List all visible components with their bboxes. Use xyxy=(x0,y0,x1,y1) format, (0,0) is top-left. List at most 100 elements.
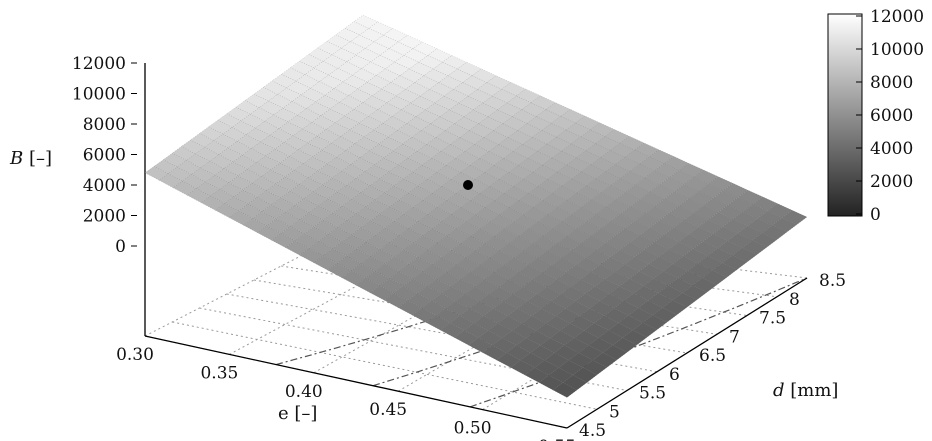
surface-facet xyxy=(256,155,281,171)
surface-facet xyxy=(702,269,728,285)
surface-facet xyxy=(673,255,699,271)
surface-facet xyxy=(653,270,679,286)
base-grid-line-e xyxy=(144,223,364,337)
surface-facet xyxy=(243,218,268,233)
surface-facet xyxy=(262,80,288,95)
surface-facet xyxy=(213,133,238,149)
surface-facet xyxy=(678,198,704,214)
surface-facet xyxy=(692,277,718,293)
surface-facet xyxy=(144,166,169,181)
z-tick-label: 6000 xyxy=(83,146,126,166)
surface-facet xyxy=(219,182,244,198)
colorbar-tick-label: 0 xyxy=(870,205,881,225)
x-axis-line xyxy=(144,335,568,429)
y-axis-line xyxy=(566,277,808,429)
y-tick-label: 4.5 xyxy=(579,421,606,441)
surface-facet xyxy=(652,307,678,323)
surface-facet xyxy=(273,107,298,123)
x-tick-label: 0.35 xyxy=(200,363,238,383)
y-axis-label: d [mm] xyxy=(773,380,838,401)
surface-facet xyxy=(287,115,313,130)
surface-facet xyxy=(227,141,252,156)
z-tick-label: 10000 xyxy=(72,85,126,105)
surface-facet xyxy=(682,284,708,300)
contour-line-4000 xyxy=(469,277,808,408)
surface-facet xyxy=(609,285,635,302)
surface-facet xyxy=(732,247,758,263)
surface-facet xyxy=(236,134,261,149)
y-tick-label: 6.5 xyxy=(699,346,726,366)
surface-facet xyxy=(682,248,709,264)
surface-facet xyxy=(289,60,315,75)
axes xyxy=(144,63,808,429)
y-tick-label: 6 xyxy=(669,365,680,385)
colorbar-tick-label: 2000 xyxy=(870,172,913,192)
colorbar-tick-label: 4000 xyxy=(870,139,913,159)
surface-facet xyxy=(672,292,698,308)
surface-facet xyxy=(663,263,689,279)
tick-labels: 0 2000 4000 6000 8000 10000 12000 0.30 0.35 0.40 0… xyxy=(72,54,846,441)
z-tick-label: 8000 xyxy=(83,115,126,135)
x-tick-label: 0.55 xyxy=(538,437,576,441)
colorbar: 0 2000 4000 6000 8000 10000 12000 xyxy=(827,7,924,225)
surface-facet xyxy=(313,61,339,76)
z-tick-label: 0 xyxy=(115,237,126,257)
surface-facet xyxy=(238,203,263,219)
surface-facet xyxy=(677,270,703,286)
x-tick-label: 0.45 xyxy=(369,400,407,420)
surface-facet xyxy=(588,337,614,353)
surface-facet xyxy=(383,28,408,43)
surface xyxy=(144,14,808,398)
surface-facet xyxy=(228,175,253,191)
marked-point-layer xyxy=(463,180,473,190)
surface-facet xyxy=(222,127,247,142)
z-tick-label: 2000 xyxy=(83,207,126,227)
colorbar-tick-label: 12000 xyxy=(870,7,924,27)
surface-facet xyxy=(692,241,719,256)
colorbar-tick-label: 8000 xyxy=(870,73,913,93)
surface-facet xyxy=(350,34,375,49)
surface-facet xyxy=(582,359,608,376)
surface-facet xyxy=(172,180,197,196)
surface-facet xyxy=(698,219,724,235)
x-tick-label: 0.50 xyxy=(454,419,492,439)
base-grid-line-d xyxy=(172,321,598,410)
surface-facet xyxy=(299,54,324,69)
y-tick-label: 7.5 xyxy=(759,309,786,329)
surface-facet xyxy=(712,262,738,278)
surface-facet xyxy=(251,141,276,157)
surface-facet xyxy=(217,113,242,128)
surface-facet xyxy=(307,135,332,151)
colorbar-tick-label: 6000 xyxy=(870,106,913,126)
surface-facet xyxy=(732,211,758,227)
surface-facet xyxy=(722,218,748,234)
surface-facet xyxy=(306,101,331,116)
z-tick-label: 4000 xyxy=(83,176,126,196)
colorbar-ticks: 0 2000 4000 6000 8000 10000 12000 xyxy=(856,7,924,225)
surface-facet xyxy=(245,127,271,143)
surface-facet xyxy=(167,166,192,182)
surface-facet xyxy=(662,299,688,316)
surface-facet xyxy=(261,169,286,185)
x-tick-label: 0.30 xyxy=(116,345,154,365)
surface-facet xyxy=(335,27,360,42)
surface-facet xyxy=(186,188,211,204)
surface-facet xyxy=(648,256,674,272)
marked-point xyxy=(463,180,473,190)
surface-facet xyxy=(688,226,714,242)
surface-facet xyxy=(299,212,324,228)
surface-facet xyxy=(697,255,723,271)
surface-facet xyxy=(742,239,768,255)
surface-facet xyxy=(282,101,307,116)
surface-facet xyxy=(158,173,183,189)
y-tick-label: 8.5 xyxy=(819,271,846,291)
surface-facet xyxy=(195,147,220,162)
x-axis-label: e [–] xyxy=(278,403,317,424)
surface-facet xyxy=(619,242,645,258)
y-tick-label: 5 xyxy=(609,402,620,422)
surface-facet xyxy=(214,203,240,219)
surface-facet xyxy=(162,152,187,168)
z-tick-label: 12000 xyxy=(72,54,126,74)
surface-facet xyxy=(673,219,699,235)
